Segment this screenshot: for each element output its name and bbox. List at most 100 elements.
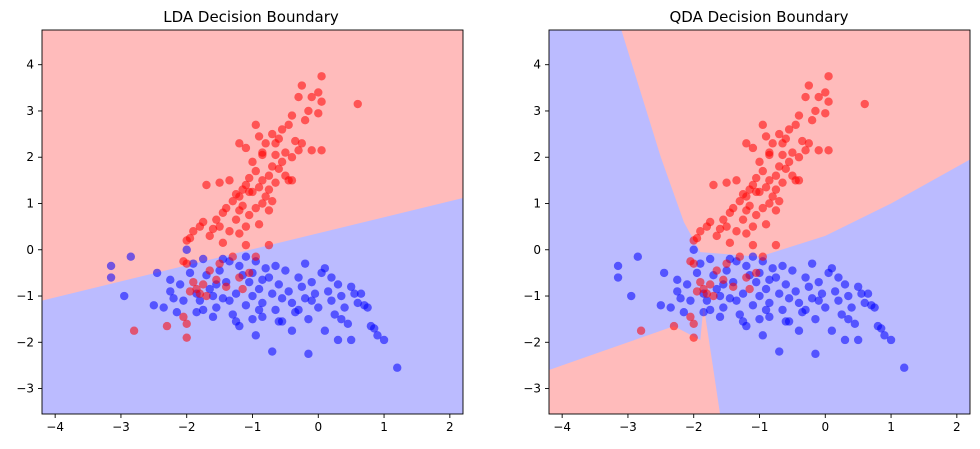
class1-point <box>811 106 820 116</box>
class1-point <box>241 222 251 231</box>
class1-point <box>182 333 191 342</box>
class0-point <box>314 303 323 312</box>
class1-point <box>264 206 274 215</box>
class1-point <box>794 153 804 162</box>
class0-point <box>248 291 257 301</box>
class0-point <box>152 268 162 278</box>
class1-point <box>781 164 791 173</box>
class1-point <box>241 240 251 250</box>
class1-point <box>722 259 731 268</box>
y-tick-label: 4 <box>26 58 34 72</box>
x-tick-label: −2 <box>685 420 703 434</box>
y-tick-label: 4 <box>533 58 541 72</box>
qda-scatter-points <box>613 72 909 372</box>
class1-point <box>254 183 264 192</box>
class1-point <box>692 287 702 296</box>
class1-point <box>814 146 823 155</box>
class0-point <box>333 280 343 289</box>
class0-point <box>225 296 234 305</box>
class1-point <box>245 187 254 197</box>
x-tick-label: −1 <box>751 420 769 434</box>
class0-point <box>254 305 264 315</box>
class0-point <box>245 277 254 287</box>
class0-point <box>765 275 774 285</box>
class1-point <box>738 215 748 224</box>
class1-point <box>719 275 728 285</box>
class1-point <box>669 321 679 331</box>
class1-point <box>758 203 767 213</box>
y-tick-label: −2 <box>523 335 541 349</box>
class1-point <box>745 284 754 294</box>
class0-point <box>235 261 244 271</box>
class1-point <box>801 92 810 102</box>
class0-point <box>258 312 267 322</box>
class0-point <box>218 294 228 303</box>
class1-point <box>212 275 221 285</box>
class1-point <box>761 132 771 141</box>
class0-point <box>719 303 728 312</box>
class1-point <box>702 289 712 298</box>
class0-point <box>853 282 863 291</box>
class0-point <box>778 261 787 271</box>
class0-point <box>333 335 343 345</box>
class1-point <box>807 116 817 125</box>
class0-point <box>811 314 820 324</box>
class1-point <box>705 280 715 289</box>
class1-point <box>258 199 267 208</box>
class0-point <box>827 326 837 335</box>
class1-point <box>264 185 274 194</box>
class1-point <box>768 139 777 148</box>
class1-point <box>205 231 214 241</box>
class1-point <box>287 111 297 120</box>
class0-point <box>784 294 794 303</box>
class1-point <box>824 97 833 106</box>
class0-point <box>337 291 346 301</box>
class1-point <box>235 206 244 215</box>
class1-point <box>689 319 698 328</box>
class0-point <box>844 291 853 301</box>
class1-point <box>182 319 191 328</box>
class1-point <box>307 146 316 155</box>
class1-point <box>735 196 744 206</box>
class1-point <box>261 192 270 201</box>
class0-point <box>304 349 313 359</box>
class0-point <box>297 282 307 291</box>
class1-point <box>725 208 735 217</box>
y-tick-label: 0 <box>26 243 34 257</box>
class1-point <box>775 129 784 139</box>
class0-point <box>268 289 277 298</box>
class1-point <box>297 139 307 148</box>
class1-point <box>218 208 228 217</box>
class0-point <box>310 289 320 298</box>
class1-point <box>294 146 303 155</box>
class0-point <box>656 301 666 310</box>
class1-point <box>284 120 293 130</box>
class0-point <box>241 301 251 310</box>
class1-point <box>205 266 214 275</box>
class0-point <box>258 275 267 285</box>
class0-point <box>337 314 346 324</box>
class1-point <box>709 180 718 190</box>
class1-point <box>752 173 761 183</box>
class0-point <box>231 289 241 298</box>
class0-point <box>346 335 356 345</box>
class0-point <box>363 303 372 312</box>
class1-point <box>728 282 738 291</box>
class0-point <box>327 273 336 282</box>
class0-point <box>715 312 725 322</box>
class0-point <box>712 284 721 294</box>
class0-point <box>271 305 280 315</box>
class0-point <box>870 303 879 312</box>
class1-point <box>245 268 254 278</box>
class0-point <box>811 349 820 359</box>
class0-point <box>748 252 758 261</box>
class1-point <box>775 196 784 206</box>
class1-point <box>775 162 784 171</box>
class1-point <box>251 166 260 176</box>
class0-point <box>179 296 188 305</box>
x-tick-label: 0 <box>314 420 322 434</box>
class0-point <box>166 275 175 285</box>
class0-point <box>106 261 116 271</box>
class0-point <box>346 282 356 291</box>
class1-point <box>245 210 254 220</box>
